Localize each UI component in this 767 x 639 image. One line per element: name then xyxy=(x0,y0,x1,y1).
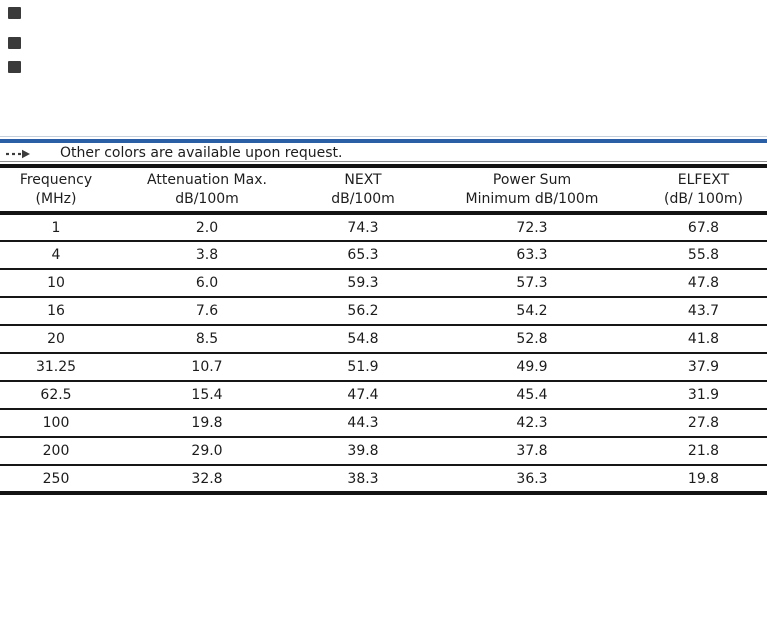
table-cell: 51.9 xyxy=(347,359,379,375)
table-cell: 29.0 xyxy=(191,443,223,459)
table-cell: 31.25 xyxy=(35,359,77,375)
table-cell: 62.5 xyxy=(40,387,72,403)
table-cell: 2.0 xyxy=(195,219,219,236)
color-swatch-icon xyxy=(8,37,21,49)
table-cell: 37.9 xyxy=(687,359,720,375)
table-cell: 1 xyxy=(51,219,61,236)
column-header-line2: dB/100m xyxy=(331,190,395,207)
table-cell: 42.3 xyxy=(516,415,548,431)
table-row: 100 19.8 44.3 42.3 27.8 xyxy=(0,409,767,437)
column-header-line2: (dB/ 100m) xyxy=(664,190,743,207)
table-cell: 31.9 xyxy=(687,387,720,403)
table-cell: 19.8 xyxy=(687,470,720,487)
table-cell: 47.4 xyxy=(347,387,379,403)
table-row: 20 8.5 54.8 52.8 41.8 xyxy=(0,325,767,353)
table-cell: 57.3 xyxy=(516,275,548,291)
color-swatch-icon xyxy=(8,61,21,73)
table-cell: 15.4 xyxy=(191,387,223,403)
table-cell: 38.3 xyxy=(347,470,379,487)
table-cell: 63.3 xyxy=(516,247,548,263)
column-header-line2: Minimum dB/100m xyxy=(465,190,599,207)
dashed-right-arrow-icon xyxy=(6,149,30,159)
column-header-line1: NEXT xyxy=(344,171,382,188)
table-cell: 8.5 xyxy=(195,331,219,347)
table-cell: 49.9 xyxy=(516,359,548,375)
table-cell: 54.2 xyxy=(516,303,548,319)
table-row: 31.25 10.7 51.9 49.9 37.9 xyxy=(0,353,767,381)
table-header-row: Frequency (MHz) Attenuation Max. dB/100m NEX… xyxy=(0,166,767,213)
table-cell: 19.8 xyxy=(191,415,223,431)
table-cell: 200 xyxy=(42,443,70,459)
table-cell: 27.8 xyxy=(687,415,720,431)
column-header-elfext: ELFEXT (dB/ 100m) xyxy=(640,166,767,213)
column-header-next: NEXT dB/100m xyxy=(302,166,424,213)
column-header-line1: Attenuation Max. xyxy=(147,171,267,188)
note-divider-rule xyxy=(0,161,767,162)
table-cell: 10 xyxy=(47,275,65,291)
table-cell: 72.3 xyxy=(516,219,548,236)
table-cell: 36.3 xyxy=(516,470,548,487)
table-cell: 41.8 xyxy=(687,331,720,347)
spec-table: Frequency (MHz) Attenuation Max. dB/100m NEX… xyxy=(0,164,767,495)
colors-note: Other colors are available upon request. xyxy=(60,145,343,161)
table-cell: 56.2 xyxy=(347,303,379,319)
column-header-line1: Power Sum xyxy=(492,171,572,188)
table-cell: 54.8 xyxy=(347,331,379,347)
accent-rule xyxy=(0,139,767,143)
table-row: 16 7.6 56.2 54.2 43.7 xyxy=(0,297,767,325)
table-row: 250 32.8 38.3 36.3 19.8 xyxy=(0,465,767,493)
table-cell: 6.0 xyxy=(195,275,219,291)
table-row: 4 3.8 65.3 63.3 55.8 xyxy=(0,241,767,269)
table-cell: 52.8 xyxy=(516,331,548,347)
table-cell: 59.3 xyxy=(347,275,379,291)
column-header-attenuation-max: Attenuation Max. dB/100m xyxy=(112,166,302,213)
table-cell: 21.8 xyxy=(687,443,720,459)
table-row: 200 29.0 39.8 37.8 21.8 xyxy=(0,437,767,465)
table-cell: 65.3 xyxy=(347,247,379,263)
table-cell: 47.8 xyxy=(687,275,720,291)
column-header-line1: Frequency xyxy=(19,171,93,188)
table-cell: 250 xyxy=(42,470,70,487)
table-cell: 43.7 xyxy=(687,303,720,319)
table-row: 10 6.0 59.3 57.3 47.8 xyxy=(0,269,767,297)
table-cell: 67.8 xyxy=(687,219,720,236)
column-header-line2: dB/100m xyxy=(175,190,239,207)
table-cell: 100 xyxy=(42,415,70,431)
column-header-line2: (MHz) xyxy=(35,190,77,207)
color-swatch-icon xyxy=(8,7,21,19)
table-cell: 44.3 xyxy=(347,415,379,431)
table-cell: 4 xyxy=(51,247,61,263)
table-body: 1 2.0 74.3 72.3 67.8 4 3.8 65.3 63.3 55.8 10 6.0 59.… xyxy=(0,213,767,493)
table-cell: 37.8 xyxy=(516,443,548,459)
column-header-frequency: Frequency (MHz) xyxy=(0,166,112,213)
table-cell: 32.8 xyxy=(191,470,223,487)
table-cell: 16 xyxy=(47,303,65,319)
column-header-line1: ELFEXT xyxy=(677,171,730,188)
table-cell: 20 xyxy=(47,331,65,347)
accent-rule-highlight xyxy=(0,136,767,137)
table-cell: 10.7 xyxy=(191,359,223,375)
column-header-power-sum: Power Sum Minimum dB/100m xyxy=(424,166,640,213)
table-cell: 45.4 xyxy=(516,387,548,403)
table-cell: 3.8 xyxy=(195,247,219,263)
table-cell: 39.8 xyxy=(347,443,379,459)
table-row: 1 2.0 74.3 72.3 67.8 xyxy=(0,213,767,241)
table-cell: 7.6 xyxy=(195,303,219,319)
table-row: 62.5 15.4 47.4 45.4 31.9 xyxy=(0,381,767,409)
table-cell: 55.8 xyxy=(687,247,720,263)
table-cell: 74.3 xyxy=(347,219,379,236)
